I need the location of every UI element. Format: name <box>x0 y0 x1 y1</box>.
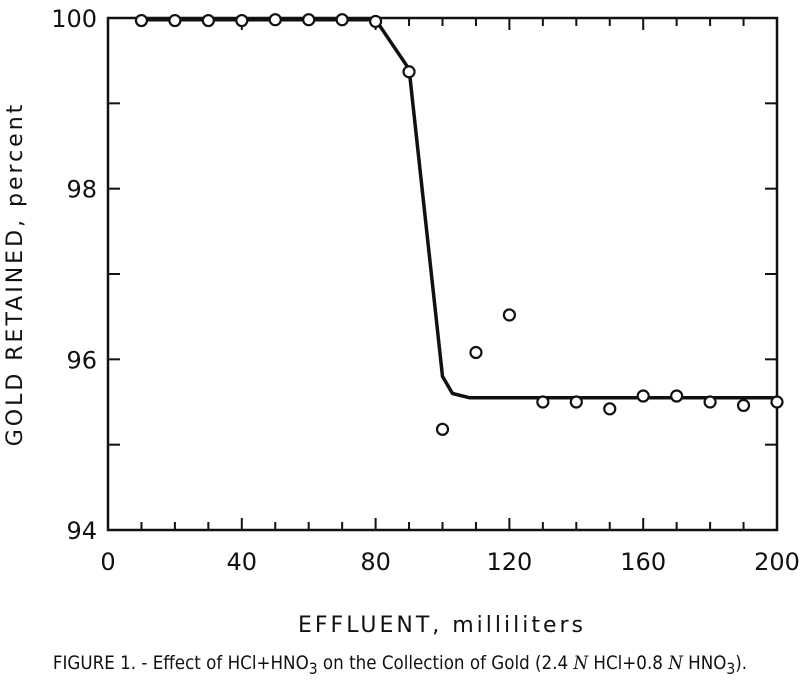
data-point <box>770 395 784 409</box>
data-point <box>168 13 182 28</box>
y-tick-label: 98 <box>66 176 97 204</box>
fit-line <box>141 17 777 400</box>
ticks <box>107 17 778 531</box>
y-tick-labels: 94 96 98 100 <box>51 5 97 545</box>
figure-caption: FIGURE 1. - Effect of HCl+HNO3 on the Co… <box>52 652 748 678</box>
data-point <box>703 395 717 409</box>
data-point <box>603 402 617 416</box>
data-point <box>435 422 450 436</box>
data-point <box>670 389 684 403</box>
data-point <box>636 389 650 403</box>
plot-frame <box>106 16 779 532</box>
y-tick-label: 96 <box>66 346 97 374</box>
x-tick-label: 160 <box>620 548 666 576</box>
data-point <box>369 14 383 29</box>
data-point <box>536 395 550 409</box>
data-point <box>402 65 416 79</box>
x-tick-label: 80 <box>360 548 391 576</box>
x-tick-label: 0 <box>100 548 115 576</box>
y-tick-label: 94 <box>66 517 97 545</box>
x-tick-label: 120 <box>486 548 532 576</box>
y-axis-label: GOLD RETAINED, percent <box>3 102 28 447</box>
y-tick-label: 100 <box>51 5 97 33</box>
data-point <box>268 13 282 27</box>
data-point <box>736 398 751 413</box>
data-point <box>201 13 215 28</box>
data-point <box>302 13 316 27</box>
x-tick-label: 40 <box>227 548 258 576</box>
points-group <box>134 13 784 436</box>
data-point <box>502 308 516 322</box>
fit-line-group <box>141 17 777 400</box>
data-point <box>469 345 483 360</box>
data-point <box>335 13 349 27</box>
data-point <box>134 13 149 28</box>
x-tick-labels: 0 40 80 120 160 200 <box>100 548 800 576</box>
data-point <box>235 13 249 28</box>
x-axis-label: EFFLUENT, milliliters <box>298 613 586 638</box>
x-tick-label: 200 <box>754 548 800 576</box>
data-point <box>569 395 583 409</box>
